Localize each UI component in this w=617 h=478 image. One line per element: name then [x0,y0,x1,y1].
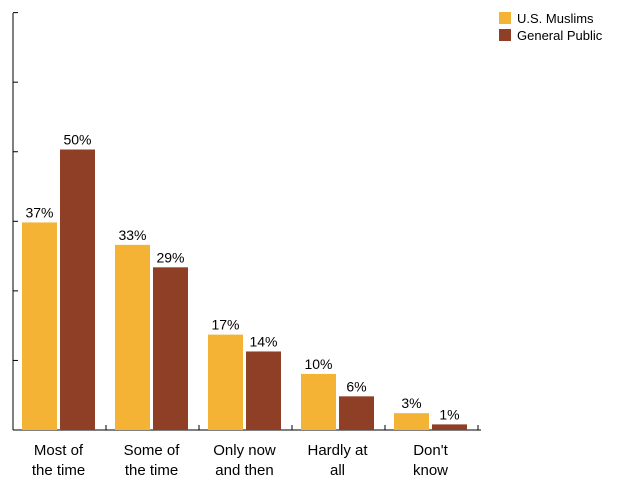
bar-general-public-1 [153,267,188,430]
data-label: 3% [401,395,421,411]
category-label: and then [215,462,273,478]
bar-us-muslims-3 [301,373,336,430]
category-label: Hardly at [307,442,368,459]
bar-general-public-3 [339,396,374,430]
category-label: all [330,462,345,478]
bar-us-muslims-0 [22,222,57,430]
data-label: 17% [211,317,239,333]
legend-swatch [499,12,511,24]
data-label: 29% [156,249,184,265]
data-label: 33% [118,227,146,243]
data-label: 10% [304,356,332,372]
data-label: 14% [249,333,277,349]
bar-general-public-2 [246,351,281,430]
bars-layer [22,149,467,430]
data-label: 37% [25,204,53,220]
bar-general-public-4 [432,424,467,430]
bar-us-muslims-4 [394,413,429,430]
bar-us-muslims-1 [115,244,150,430]
category-label: know [413,462,448,478]
legend: U.S. Muslims General Public [499,11,603,43]
category-label: the time [125,462,178,478]
category-label: Don't [413,442,448,459]
category-label: Only now [213,442,276,459]
category-label: the time [32,462,85,478]
bar-general-public-0 [60,149,95,430]
data-label: 6% [346,378,366,394]
data-label: 50% [63,132,91,148]
bar-us-muslims-2 [208,334,243,430]
legend-swatch [499,29,511,41]
legend-label: U.S. Muslims [517,11,594,26]
labels-layer: 37% 33% 17% 10% 3% 50% 29% 14% 6% 1% Most of the ti… [25,132,459,478]
data-label: 1% [439,406,459,422]
category-label: Some of [124,442,181,459]
category-label: Most of [34,442,84,459]
legend-label: General Public [517,28,603,43]
